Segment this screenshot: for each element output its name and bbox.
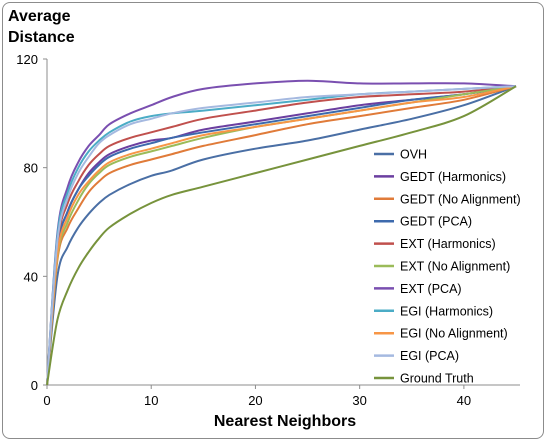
x-tick-label: 10 — [144, 393, 158, 408]
series-line-egi-no-alignment — [46, 85, 517, 386]
legend-label: OVH — [400, 148, 427, 162]
series-line-gedt-pca — [46, 85, 517, 386]
legend-label: GEDT (PCA) — [400, 215, 472, 229]
series-line-ext-pca — [46, 79, 517, 386]
legend-label: Ground Truth — [400, 372, 474, 386]
x-tick-label: 0 — [43, 393, 50, 408]
y-tick-label: 80 — [24, 161, 38, 176]
legend-label: EGI (PCA) — [400, 349, 459, 363]
legend-label: GEDT (No Alignment) — [400, 192, 521, 206]
y-tick-label: 40 — [24, 269, 38, 284]
x-tick-label: 20 — [248, 393, 262, 408]
legend-label: EGI (No Alignment) — [400, 327, 508, 341]
legend-label: EXT (Harmonics) — [400, 237, 496, 251]
x-tick-label: 30 — [352, 393, 366, 408]
series-line-gedt-no-alignment — [46, 85, 517, 386]
y-axis-title: Average Distance — [8, 6, 75, 48]
legend-label: GEDT (Harmonics) — [400, 170, 506, 184]
y-axis-title-line1: Average — [8, 8, 71, 25]
legend-label: EXT (PCA) — [400, 282, 462, 296]
series-line-ovh — [46, 85, 517, 386]
series-line-ground-truth — [46, 85, 517, 386]
series-line-egi-pca — [46, 85, 517, 386]
chart-frame — [2, 2, 544, 439]
legend-label: EXT (No Alignment) — [400, 260, 510, 274]
y-tick-label: 0 — [31, 378, 38, 393]
series-line-ext-harmonics — [46, 85, 517, 386]
y-tick-label: 120 — [16, 52, 38, 67]
x-tick-label: 40 — [457, 393, 471, 408]
legend-label: EGI (Harmonics) — [400, 304, 493, 318]
x-axis-title: Nearest Neighbors — [213, 413, 357, 430]
y-axis-title-line2: Distance — [8, 29, 75, 46]
